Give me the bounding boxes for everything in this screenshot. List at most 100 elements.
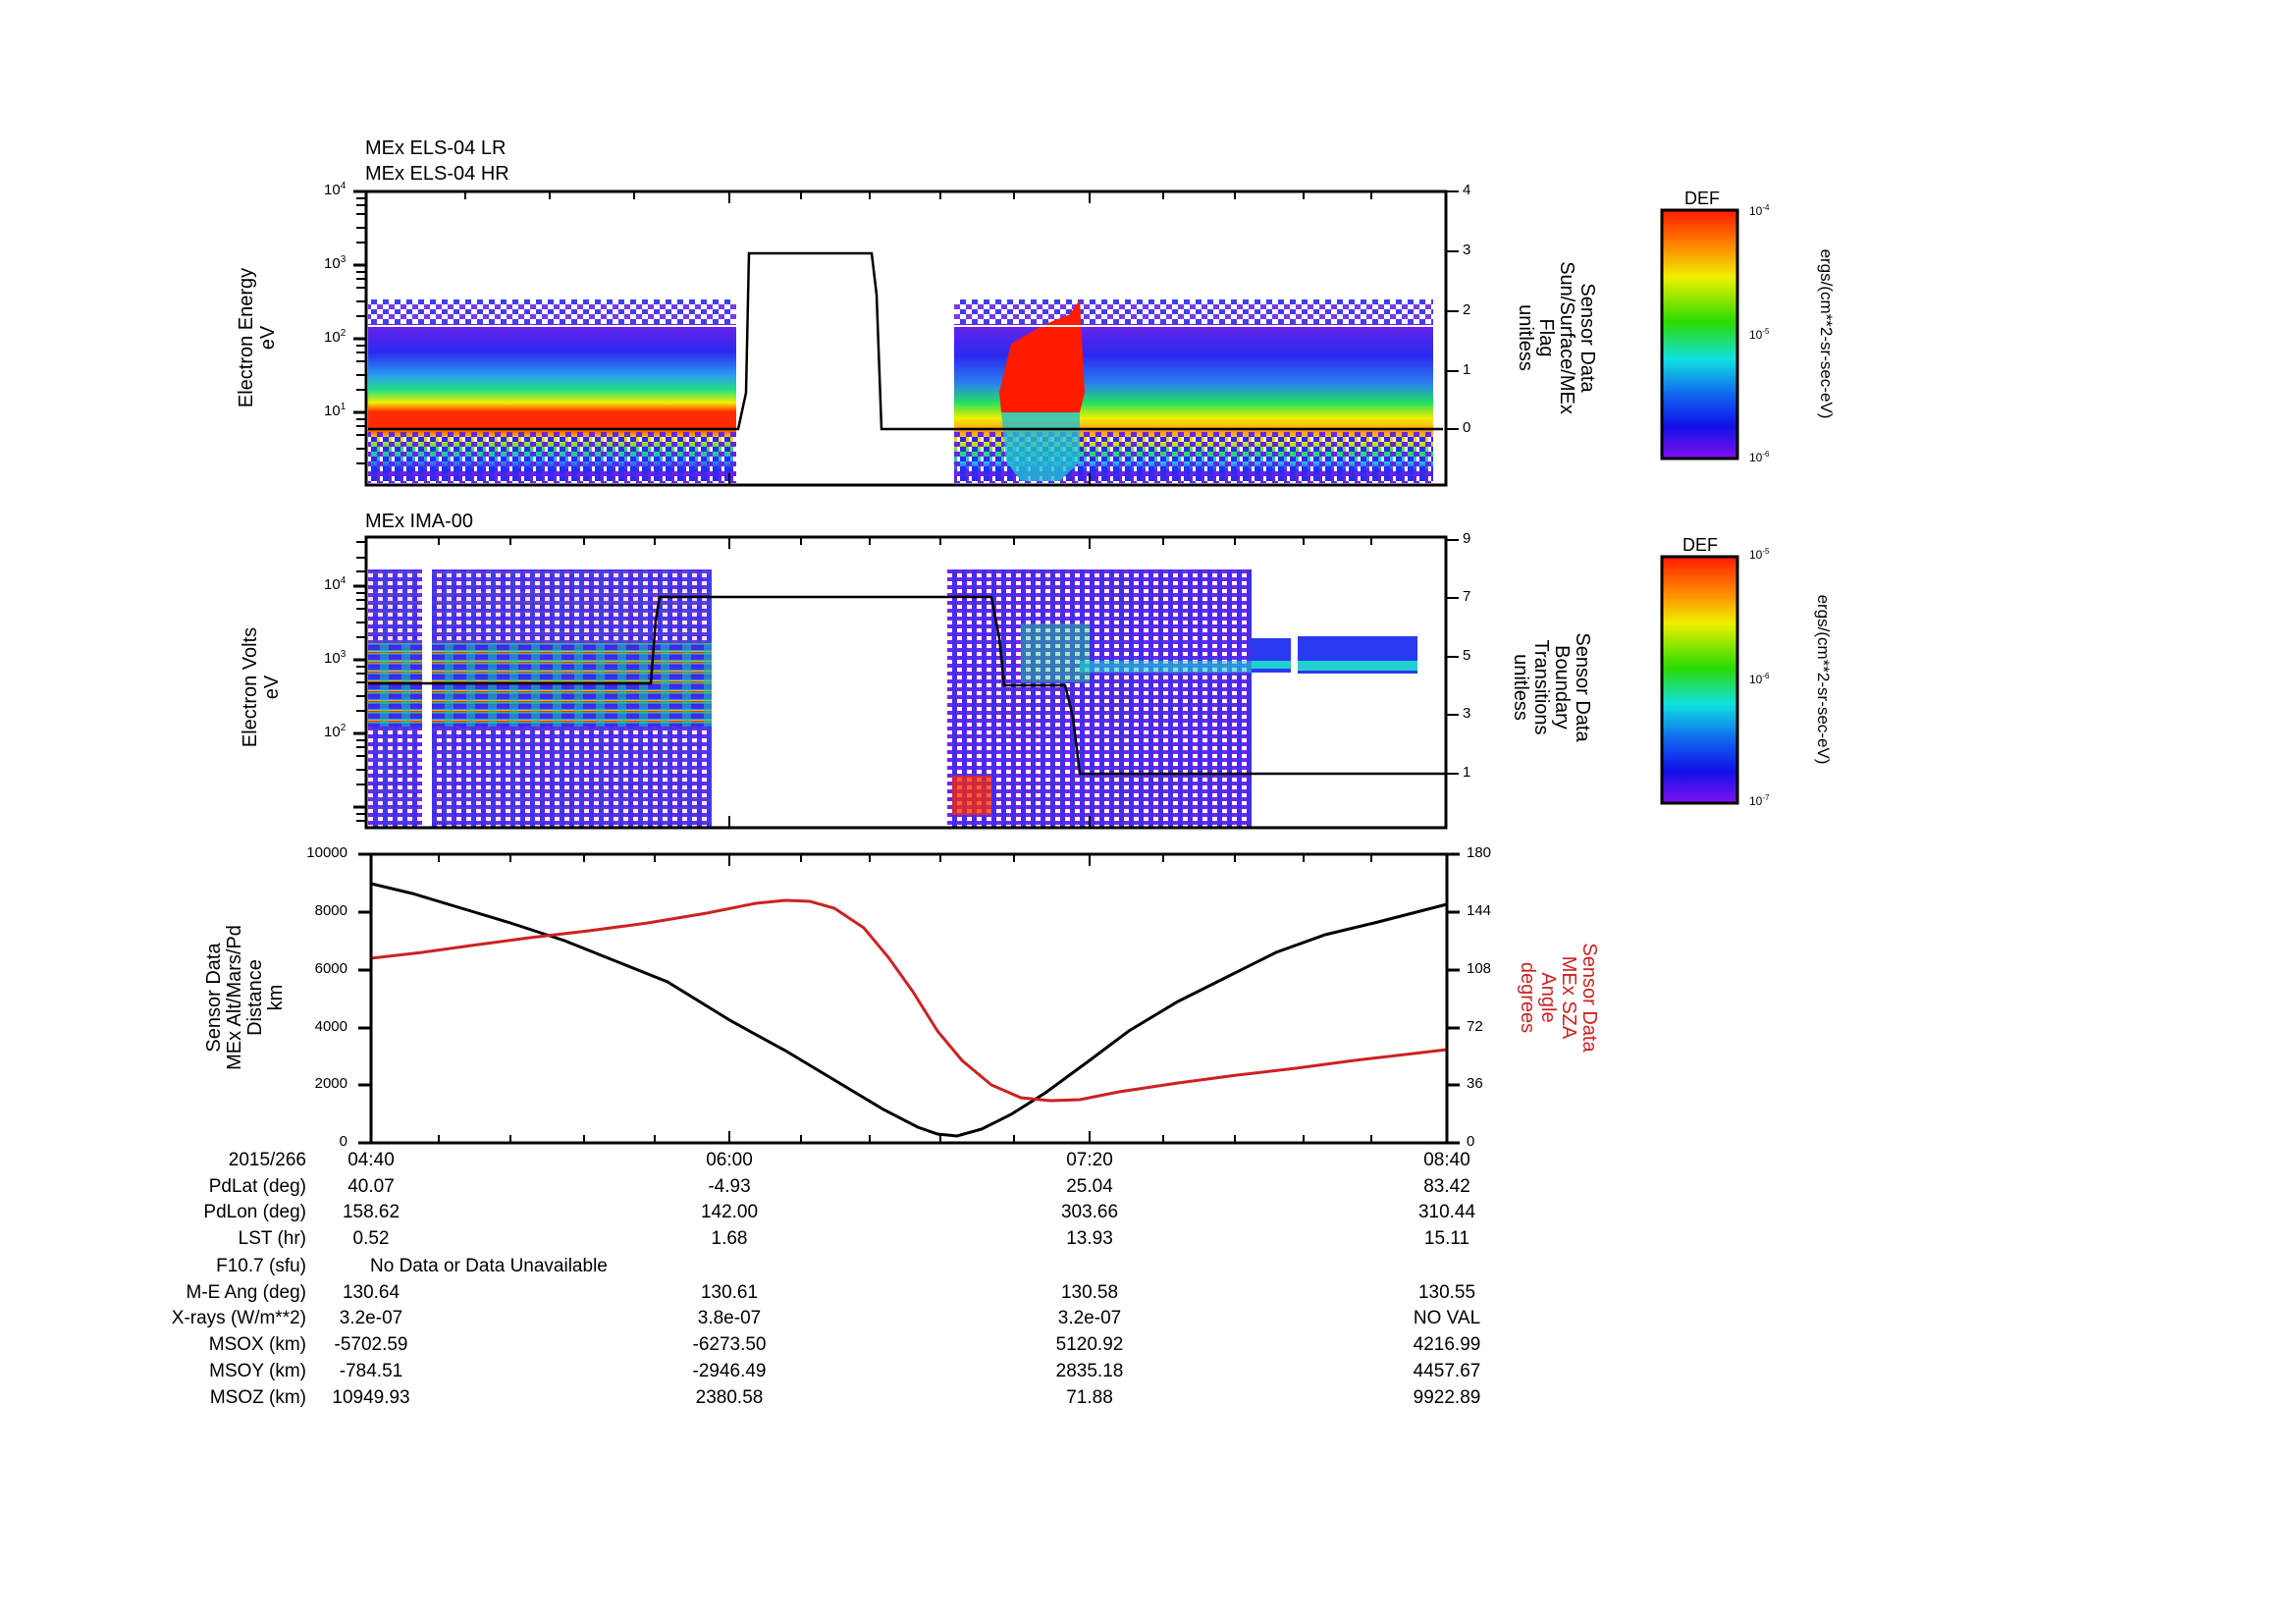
panel2-boundary-line	[368, 595, 1446, 776]
panel2-ytick-1e4: 104	[324, 575, 347, 593]
lst-value: 1.68	[711, 1228, 748, 1249]
colorbar-ima-title: DEF	[1682, 535, 1718, 555]
panel2-rlabel-line3: Transitions	[1530, 639, 1552, 735]
pdlon-value: 158.62	[342, 1202, 400, 1222]
colorbar-ima-unit: ergs/(cm**2-sr-sec-eV)	[1814, 594, 1833, 765]
row-label-msoy: MSOY (km)	[209, 1361, 306, 1381]
panel3-ytick-10000: 10000	[306, 844, 347, 861]
lst-value: 13.93	[1066, 1228, 1113, 1249]
panel1-rtick-4: 4	[1463, 182, 1471, 198]
panel3-rlabel-line2: MEx SZA	[1558, 955, 1579, 1040]
panel3-rlabel-line1: Sensor Data	[1578, 943, 1600, 1053]
panel1-spectrogram	[368, 299, 1433, 483]
panel2-spectrogram	[368, 569, 1417, 828]
pdlat-value: -4.93	[708, 1176, 751, 1197]
panel2-right-axis-label: Sensor Data Boundary Transitions unitles…	[1510, 632, 1593, 742]
row-label-lst: LST (hr)	[238, 1228, 306, 1249]
msox-value: -6273.50	[692, 1334, 767, 1355]
time-label-0720: 07:20	[1066, 1150, 1113, 1170]
panel3-ylabel-line3: Distance	[244, 959, 266, 1036]
panel1-ytick-1e4: 104	[324, 181, 347, 198]
lst-value: 0.52	[352, 1228, 390, 1249]
me-ang-value: 130.55	[1417, 1282, 1476, 1303]
colorbar-els-min: 10-6	[1749, 450, 1770, 464]
panel3-rtick-36: 36	[1467, 1075, 1483, 1092]
panel3-rlabel-line3: Angle	[1537, 972, 1559, 1023]
time-label-0840: 08:40	[1423, 1150, 1470, 1170]
xrays-value: NO VAL	[1413, 1308, 1481, 1328]
panel1-rlabel-line3: Flag	[1535, 318, 1557, 357]
panel1-rlabel-line4: unitless	[1515, 304, 1536, 371]
row-label-pdlon: PdLon (deg)	[203, 1202, 306, 1222]
panel1-rlabel-line1: Sensor Data	[1576, 283, 1598, 393]
panel2-left-axis-label: Electron Volts eV	[240, 627, 283, 747]
panel2-rlabel-line1: Sensor Data	[1572, 632, 1593, 742]
sza-curve	[370, 898, 1448, 1103]
me-ang-value: 130.64	[342, 1282, 400, 1303]
msoz-value: 2380.58	[695, 1387, 764, 1408]
panel1-title-hr: MEx ELS-04 HR	[365, 163, 509, 185]
panel2-rtick-3: 3	[1463, 705, 1471, 722]
panel1-right-axis-label: Sensor Data Sun/Surface/MEx Flag unitles…	[1515, 261, 1598, 414]
xrays-value: 3.8e-07	[697, 1308, 762, 1328]
msox-value: -5702.59	[334, 1334, 408, 1355]
msoy-value: -2946.49	[692, 1361, 767, 1381]
lst-value: 15.11	[1423, 1228, 1470, 1249]
colorbar-ima-mid: 10-6	[1749, 672, 1770, 686]
panel1-ylabel-line2: eV	[257, 325, 279, 351]
time-label-0440: 04:40	[347, 1150, 395, 1170]
panel2-time-ticks	[438, 537, 1372, 828]
panel3-ytick-8000: 8000	[314, 902, 347, 919]
panel3-ytick-6000: 6000	[314, 960, 347, 977]
panel3-ytick-0: 0	[339, 1133, 347, 1150]
panel2-rtick-5: 5	[1463, 647, 1471, 664]
pdlat-value: 40.07	[347, 1176, 395, 1197]
pdlat-value: 25.04	[1066, 1176, 1113, 1197]
xrays-value: 3.2e-07	[1057, 1308, 1122, 1328]
ephemeris-date: 2015/266	[228, 1150, 306, 1170]
colorbar-ima-max: 10-5	[1749, 547, 1770, 562]
msoy-value: 4457.67	[1413, 1361, 1481, 1381]
colorbar-els	[1660, 208, 1739, 460]
panel3-rtick-144: 144	[1467, 902, 1492, 919]
panel3-ylabel-line2: MEx Alt/Mars/Pd	[224, 925, 245, 1070]
row-label-xrays: X-rays (W/m**2)	[171, 1308, 306, 1328]
altitude-curve	[370, 882, 1448, 1138]
row-label-f107: F10.7 (sfu)	[216, 1256, 306, 1276]
panel1-rtick-0: 0	[1463, 419, 1471, 436]
panel1-rtick-2: 2	[1463, 301, 1471, 318]
panel3-ylabel-line1: Sensor Data	[203, 943, 225, 1053]
panel2-rtick-9: 9	[1463, 530, 1471, 547]
colorbar-els-mid: 10-5	[1749, 327, 1770, 342]
panel3-right-axis-label: Sensor Data MEx SZA Angle degrees	[1517, 943, 1600, 1053]
me-ang-value: 130.61	[700, 1282, 759, 1303]
panel1-time-ticks	[464, 191, 1372, 485]
panel1-ylabel-line1: Electron Energy	[236, 267, 257, 408]
colorbar-els-title: DEF	[1684, 189, 1720, 208]
xrays-value: 3.2e-07	[339, 1308, 403, 1328]
panel2-ytick-1e3: 103	[324, 649, 347, 667]
msoy-value: -784.51	[339, 1361, 403, 1381]
panel1-ytick-1e2: 102	[324, 328, 347, 346]
msoz-value: 10949.93	[332, 1387, 410, 1408]
colorbar-els-unit: ergs/(cm**2-sr-sec-eV)	[1817, 248, 1836, 419]
row-label-me-ang: M-E Ang (deg)	[186, 1282, 307, 1303]
panel2-title: MEx IMA-00	[365, 511, 474, 532]
panel3-frame	[369, 852, 1449, 1145]
panel1-rtick-3: 3	[1463, 242, 1471, 258]
pdlon-value: 303.66	[1060, 1202, 1119, 1222]
pdlon-value: 310.44	[1417, 1202, 1476, 1222]
colorbar-ima-min: 10-7	[1749, 793, 1770, 808]
pdlon-value: 142.00	[700, 1202, 759, 1222]
panel3-rtick-72: 72	[1467, 1018, 1483, 1035]
panel3-rtick-108: 108	[1467, 960, 1492, 977]
msoz-value: 71.88	[1066, 1387, 1113, 1408]
panel3-rlabel-line4: degrees	[1517, 961, 1538, 1034]
msox-value: 5120.92	[1055, 1334, 1124, 1355]
panel2-rtick-7: 7	[1463, 588, 1471, 605]
panel1-ytick-1e1: 101	[324, 402, 347, 419]
panel1-flag-line	[368, 251, 1443, 431]
panel2-rlabel-line4: unitless	[1510, 654, 1531, 721]
panel1-left-axis-label: Electron Energy eV	[236, 268, 279, 407]
